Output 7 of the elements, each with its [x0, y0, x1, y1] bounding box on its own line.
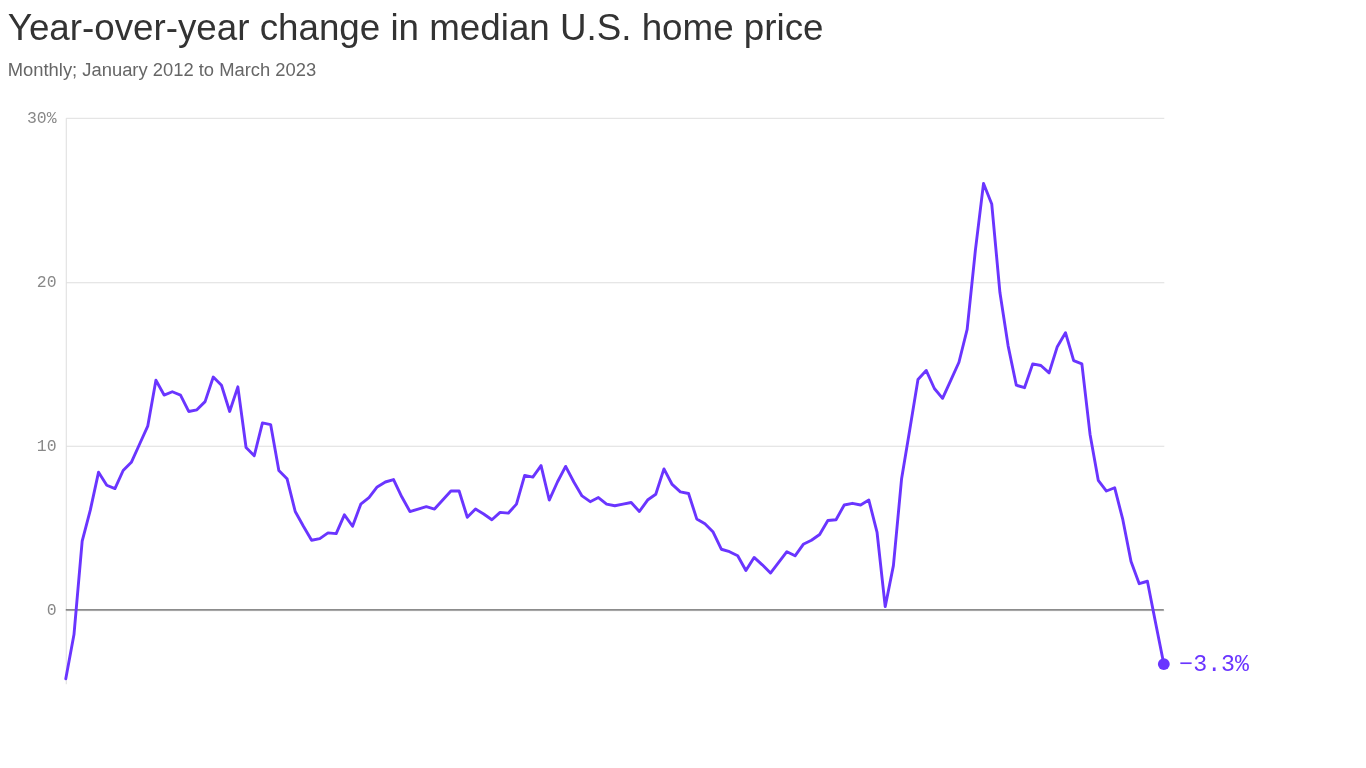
chart-title: Year-over-year change in median U.S. home price — [7, 7, 824, 49]
y-tick-label: 10 — [36, 437, 57, 457]
chart-subtitle: Monthly; January 2012 to March 2023 — [7, 59, 317, 81]
y-tick-label: 30% — [27, 109, 57, 129]
y-tick-label: 20 — [36, 273, 57, 293]
text: −3.3% — [1179, 651, 1249, 678]
y-tick-label: 0 — [46, 601, 57, 621]
